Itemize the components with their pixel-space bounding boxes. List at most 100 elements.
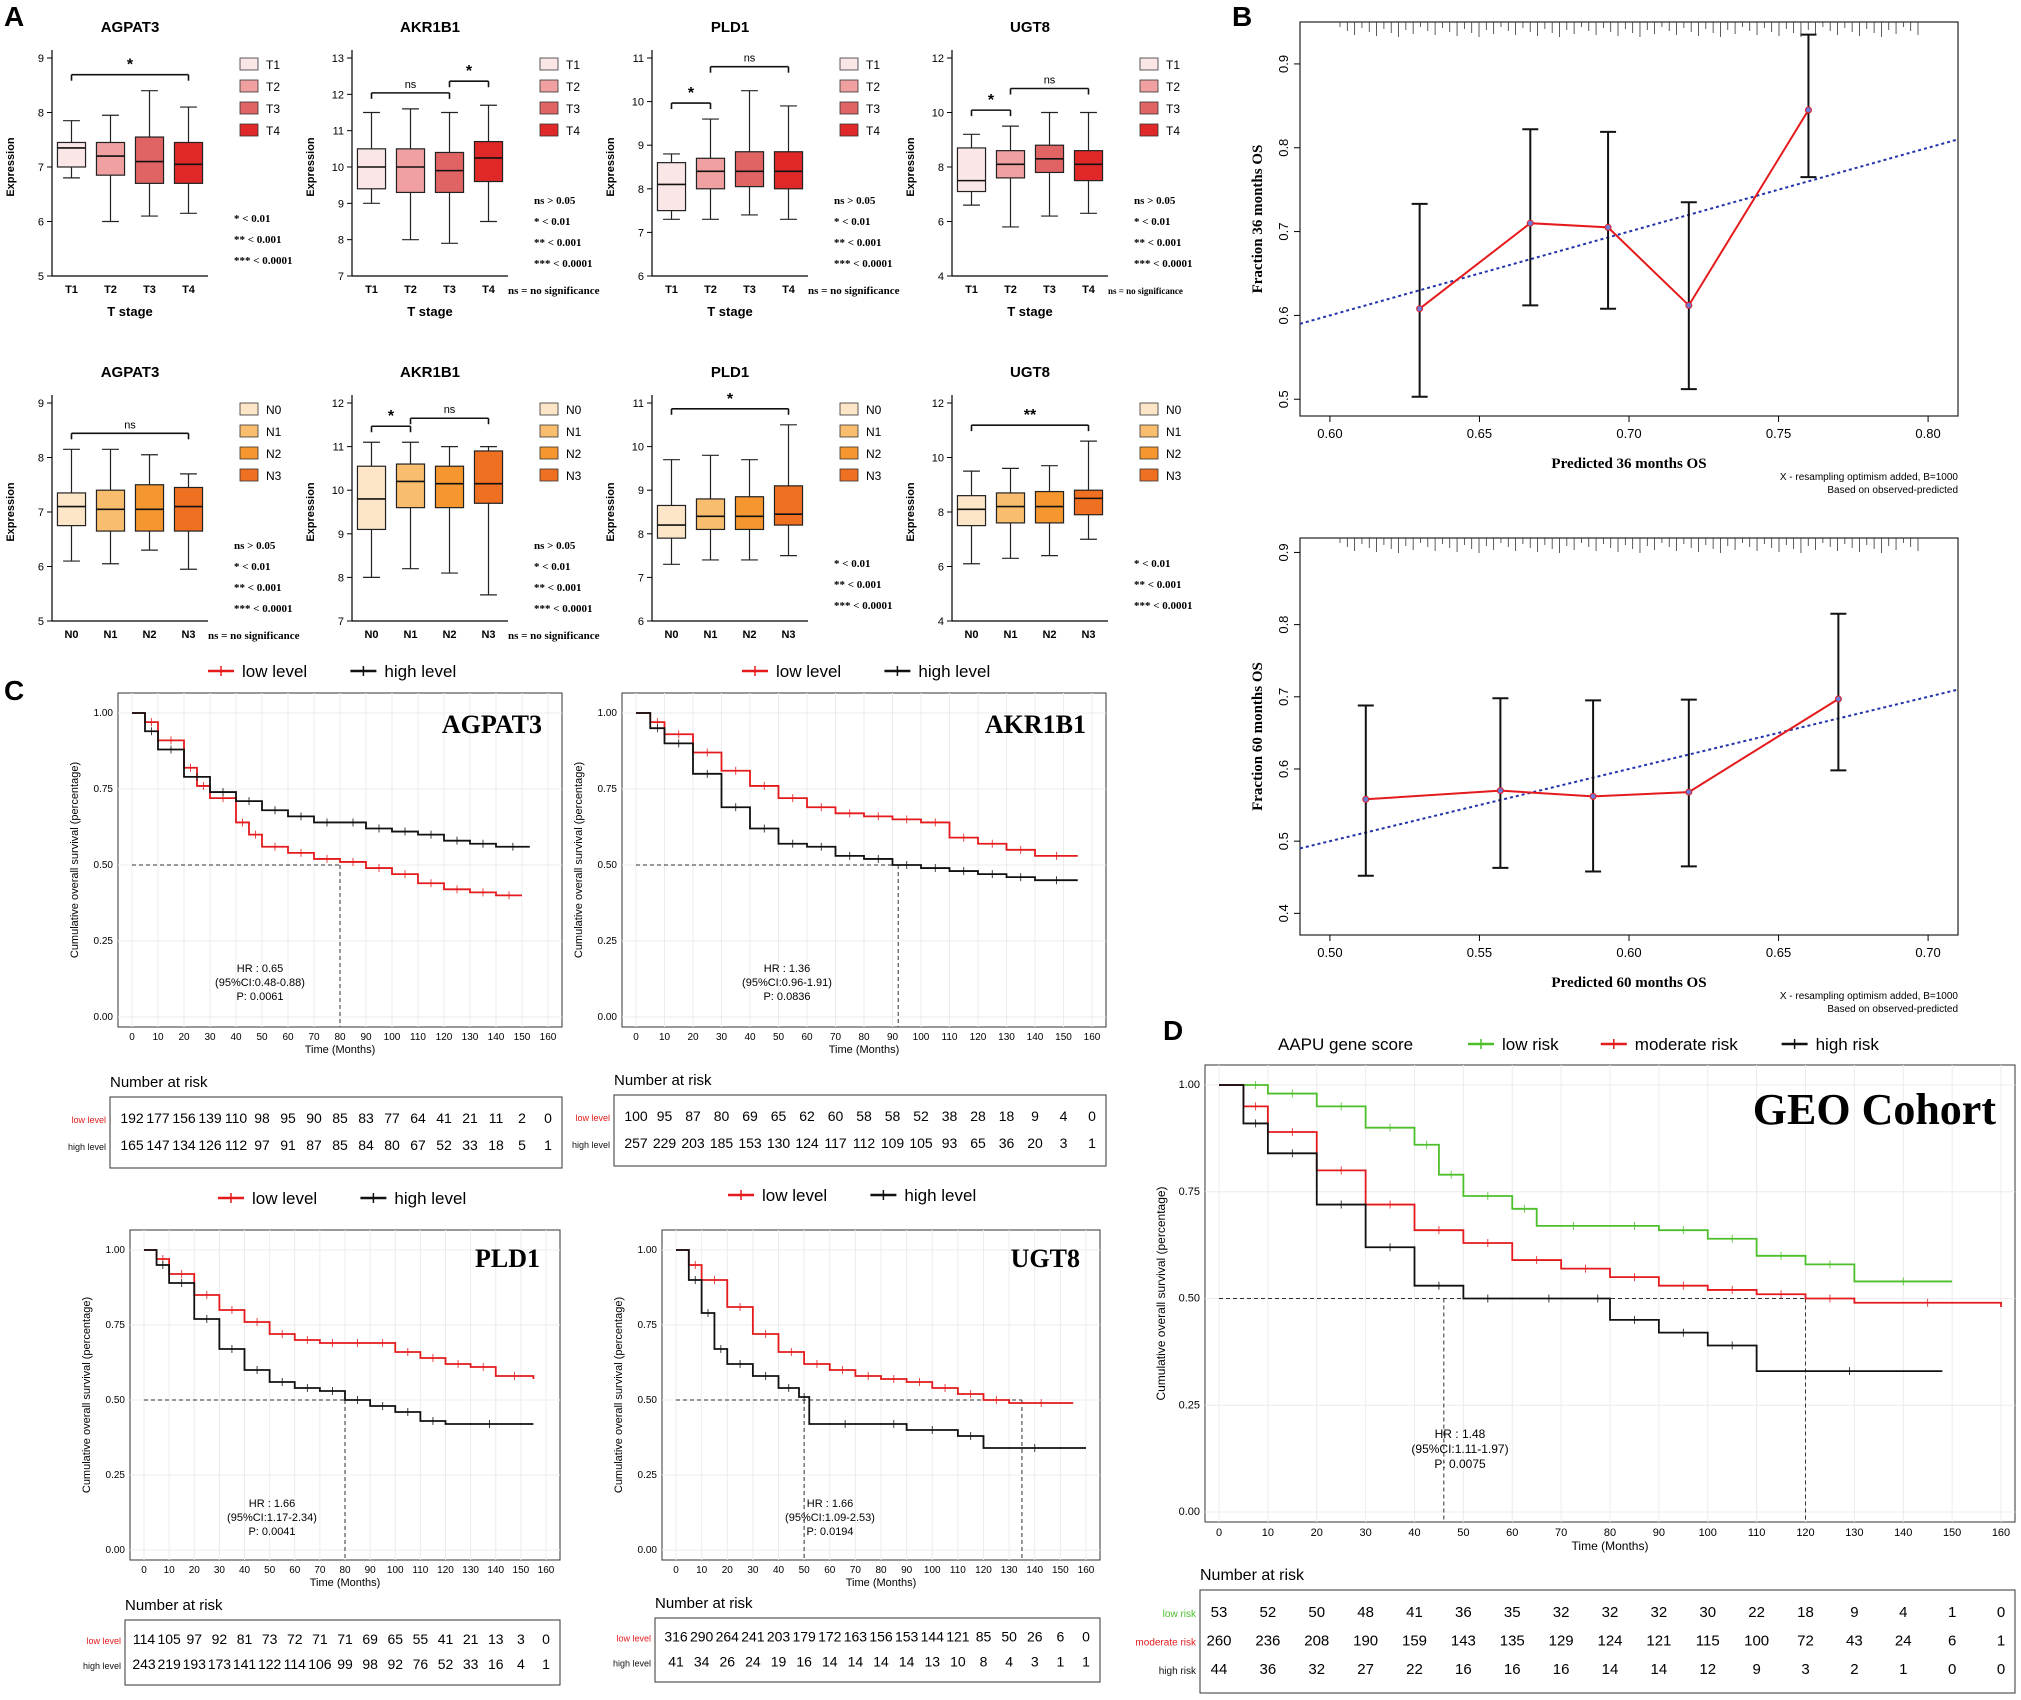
sig-label: * xyxy=(688,85,695,102)
box-title: AGPAT3 xyxy=(101,19,160,36)
km-C3: low level high level 0.00 0.25 0.50 0.75 1.00 0… xyxy=(81,1189,561,1686)
risk-cell: 203 xyxy=(681,1135,705,1151)
significance-legend: ns = no significance xyxy=(208,630,300,642)
risk-cell: 99 xyxy=(337,1656,353,1672)
y-tick-label: 0.6 xyxy=(1276,306,1291,324)
legend-label: moderate risk xyxy=(1635,1035,1738,1054)
box-N3 xyxy=(473,450,504,504)
legend-label: T3 xyxy=(1166,102,1180,116)
x-tick-label: N1 xyxy=(703,629,717,641)
risk-cell: 144 xyxy=(921,1629,945,1645)
risk-table-title: Number at risk xyxy=(110,1074,208,1091)
boxplot-A7: PLD1 6 7 8 9 10 11 Expression N0 N1 N2 N3 * N0 N1 N2 N3 *… xyxy=(605,364,893,641)
sig-label: ns xyxy=(1044,75,1056,87)
risk-cell: 22 xyxy=(1748,1604,1765,1621)
significance-legend: * < 0.01 xyxy=(1134,558,1171,570)
x-tick-label: 60 xyxy=(824,1565,836,1576)
gene-title: AGPAT3 xyxy=(442,710,542,739)
x-tick-label: T2 xyxy=(404,284,417,296)
significance-legend: ns > 0.05 xyxy=(534,540,576,552)
panel-label-b: B xyxy=(1232,1,1252,32)
x-tick-label: 10 xyxy=(696,1565,708,1576)
legend-swatch xyxy=(839,123,859,137)
x-tick-label: T2 xyxy=(704,284,717,296)
risk-cell: 73 xyxy=(262,1631,278,1647)
y-tick-label: 13 xyxy=(332,53,344,65)
box-N3 xyxy=(773,485,804,526)
legend-label: low risk xyxy=(1502,1035,1559,1054)
risk-cell: 14 xyxy=(873,1653,889,1669)
gene-title: GEO Cohort xyxy=(1753,1085,1997,1134)
x-tick-label: T4 xyxy=(182,284,196,296)
x-tick-label: T3 xyxy=(443,284,456,296)
x-tick-label: N2 xyxy=(742,629,756,641)
survival-curve-low xyxy=(636,712,1078,857)
y-tick-label: 7 xyxy=(38,162,44,174)
risk-cell: 72 xyxy=(1797,1633,1814,1650)
risk-cell: 32 xyxy=(1308,1661,1325,1678)
risk-table-frame xyxy=(654,1617,1101,1683)
risk-cell: 65 xyxy=(771,1108,787,1124)
observed-point xyxy=(1526,219,1534,227)
risk-cell: 50 xyxy=(1001,1629,1017,1645)
x-tick-label: 80 xyxy=(334,1032,346,1043)
x-tick-label: 120 xyxy=(970,1032,987,1043)
risk-cell: 179 xyxy=(792,1629,816,1645)
risk-cell: 190 xyxy=(1353,1633,1378,1650)
risk-cell: 106 xyxy=(308,1656,332,1672)
panel-label-c: C xyxy=(4,675,24,706)
risk-cell: 21 xyxy=(463,1631,479,1647)
legend-swatch xyxy=(539,424,559,438)
y-tick-label: 7 xyxy=(338,271,344,283)
x-axis-label: Time (Months) xyxy=(305,1044,376,1056)
x-tick-label: 160 xyxy=(540,1032,557,1043)
risk-cell: 92 xyxy=(212,1631,228,1647)
risk-cell: 4 xyxy=(517,1656,525,1672)
x-tick-label: 70 xyxy=(830,1032,842,1043)
risk-cell: 95 xyxy=(657,1108,673,1124)
risk-cell: 0 xyxy=(1088,1108,1096,1124)
risk-cell: 229 xyxy=(653,1135,677,1151)
boxplot-A8: UGT8 4 6 8 10 12 Expression N0 N1 N2 N3 ** N0 N1 N2 N3 *… xyxy=(905,364,1193,641)
box-N0 xyxy=(656,504,687,539)
x-tick-label: T1 xyxy=(65,284,78,296)
risk-cell: 16 xyxy=(796,1653,812,1669)
risk-cell: 5 xyxy=(518,1137,526,1153)
risk-cell: 203 xyxy=(767,1629,791,1645)
x-tick-label: T4 xyxy=(782,284,796,296)
y-tick-label: 8 xyxy=(938,507,944,519)
risk-cell: 13 xyxy=(488,1631,504,1647)
risk-cell: 60 xyxy=(828,1108,844,1124)
risk-cell: 9 xyxy=(1850,1604,1858,1621)
risk-cell: 64 xyxy=(410,1110,426,1126)
p-value: P: 0.0836 xyxy=(763,991,810,1003)
x-tick-label: 140 xyxy=(488,1032,505,1043)
x-tick-label: 130 xyxy=(1001,1565,1018,1576)
y-tick-label: 0.75 xyxy=(1179,1186,1200,1198)
significance-legend: *** < 0.0001 xyxy=(1134,258,1193,270)
x-tick-label: 0.65 xyxy=(1766,945,1791,960)
y-axis-label: Cumulative overall survival (percentage) xyxy=(69,762,81,958)
risk-cell: 52 xyxy=(913,1108,929,1124)
x-tick-label: 160 xyxy=(1078,1565,1095,1576)
y-axis-label: Fraction 60 months OS xyxy=(1250,662,1266,811)
y-tick-label: 6 xyxy=(638,616,644,628)
hazard-ratio: HR : 1.36 xyxy=(764,963,810,975)
risk-cell: 9 xyxy=(1031,1108,1039,1124)
x-tick-label: 150 xyxy=(514,1032,531,1043)
x-tick-label: 140 xyxy=(1027,1032,1044,1043)
legend-label: high risk xyxy=(1816,1035,1880,1054)
p-value: P: 0.0061 xyxy=(236,991,283,1003)
legend-label: T2 xyxy=(1166,80,1180,94)
survival-curve-low xyxy=(1219,1084,1953,1283)
risk-cell: 192 xyxy=(120,1110,144,1126)
y-axis-label: Cumulative overall survival (percentage) xyxy=(573,762,585,958)
legend-label: N0 xyxy=(866,403,882,417)
x-tick-label: 100 xyxy=(1699,1527,1717,1539)
x-tick-label: N3 xyxy=(1081,629,1095,641)
y-tick-label: 11 xyxy=(633,398,644,410)
risk-cell: 109 xyxy=(881,1135,905,1151)
risk-cell: 14 xyxy=(1602,1661,1619,1678)
risk-cell: 26 xyxy=(1027,1629,1043,1645)
